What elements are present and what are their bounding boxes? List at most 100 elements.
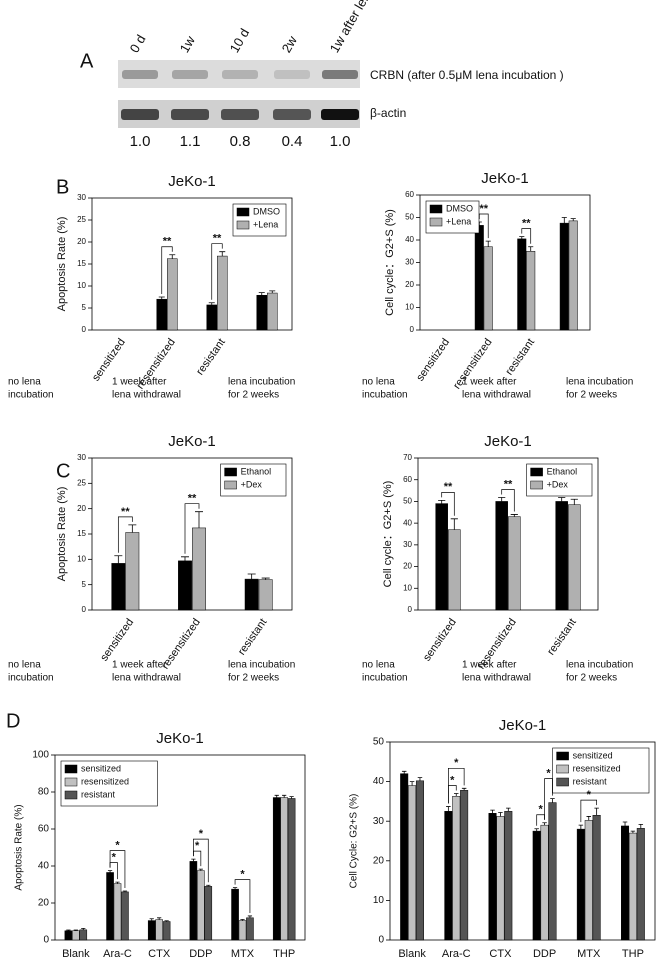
x-tick-label: resensitized	[159, 617, 203, 672]
bar	[517, 238, 527, 331]
significance-bracket	[536, 814, 545, 826]
condition-note: no lena	[362, 377, 395, 388]
y-tick-label: 40	[38, 861, 50, 872]
significance-label: *	[199, 828, 204, 840]
significance-label: *	[195, 840, 200, 852]
condition-note: incubation	[362, 390, 408, 401]
legend-label: Ethanol	[547, 466, 578, 476]
error-bar	[498, 812, 503, 817]
bar	[584, 820, 593, 941]
x-tick-label: CTX	[489, 948, 512, 960]
x-tick-label: Ara-C	[442, 948, 471, 960]
y-tick-label: 40	[403, 518, 412, 527]
bar	[287, 798, 296, 941]
x-tick-label: Ara-C	[103, 948, 132, 960]
panel-label: C	[56, 460, 70, 482]
error-bar	[181, 556, 189, 561]
y-tick-label: 50	[373, 737, 385, 748]
error-bar	[401, 770, 407, 774]
significance-bracket	[184, 503, 200, 554]
bar	[495, 501, 508, 611]
ratio-label: 1.1	[180, 133, 201, 150]
significance-bracket	[521, 228, 532, 244]
error-bar	[542, 822, 547, 826]
significance-label: **	[444, 481, 453, 493]
bar	[272, 797, 281, 941]
lane-label: 2w	[279, 33, 301, 55]
y-tick-label: 100	[32, 750, 49, 761]
error-bar	[586, 816, 592, 821]
bar	[532, 830, 541, 941]
condition-note: lena incubation	[228, 660, 295, 671]
chart-title: JeKo-1	[499, 717, 547, 734]
significance-bracket	[234, 879, 251, 913]
error-bar	[498, 497, 506, 502]
bar	[167, 258, 178, 331]
legend-label: resistant	[81, 789, 116, 799]
ratio-label: 0.8	[230, 133, 251, 150]
legend-swatch	[224, 480, 237, 490]
blot-band	[274, 70, 310, 79]
condition-note: incubation	[8, 390, 54, 401]
x-tick-label: resistant	[503, 337, 537, 378]
error-bar	[219, 251, 226, 257]
blot-band	[221, 109, 259, 120]
y-tick-label: 30	[77, 193, 86, 202]
significance-bracket	[580, 799, 597, 823]
legend-swatch	[429, 204, 443, 214]
error-bar	[510, 514, 518, 517]
bar	[592, 815, 601, 941]
error-bar	[164, 920, 169, 922]
significance-label: **	[121, 506, 130, 518]
chart-title: JeKo-1	[168, 433, 216, 450]
error-bar	[269, 290, 276, 294]
y-tick-label: 40	[373, 776, 385, 787]
bar	[113, 883, 122, 941]
x-tick-label: THP	[273, 948, 295, 960]
y-tick-label: 0	[82, 605, 87, 614]
y-tick-label: 60	[38, 824, 50, 835]
legend-swatch	[556, 751, 569, 761]
error-bar	[258, 292, 265, 296]
bar	[156, 298, 167, 331]
significance-label: *	[546, 768, 551, 780]
significance-label: **	[163, 236, 172, 248]
bar	[204, 886, 213, 941]
condition-note: 1 week after	[112, 660, 167, 671]
legend-label: DMSO	[446, 203, 473, 213]
significance-bracket	[117, 516, 133, 553]
y-tick-label: 5	[82, 303, 87, 312]
legend-swatch	[530, 467, 543, 477]
error-bar	[450, 518, 458, 530]
error-bar	[208, 302, 215, 305]
bar	[111, 563, 126, 611]
y-axis-label: Apoptosis Rate (%)	[56, 217, 68, 312]
y-tick-label: 60	[405, 190, 414, 199]
bar	[238, 920, 247, 941]
error-bar	[73, 929, 78, 931]
y-tick-label: 30	[403, 540, 412, 549]
bar	[435, 503, 448, 611]
legend-label: sensitized	[81, 763, 121, 773]
y-tick-label: 0	[82, 325, 87, 334]
condition-note: for 2 weeks	[566, 673, 617, 684]
bar	[258, 579, 273, 611]
significance-label: **	[213, 233, 222, 245]
blot-band	[273, 109, 311, 120]
y-axis-label: Apoptosis Rate (%)	[56, 487, 68, 582]
legend-swatch	[236, 220, 250, 230]
condition-note: incubation	[8, 673, 54, 684]
y-tick-label: 0	[378, 935, 384, 946]
y-tick-label: 30	[77, 453, 86, 462]
error-bar	[274, 794, 279, 798]
legend-label: +Dex	[241, 479, 263, 489]
bar	[125, 532, 140, 611]
legend-label: +Lena	[253, 219, 278, 229]
bar	[244, 578, 259, 611]
x-tick-label: MTX	[231, 948, 255, 960]
legend-label: sensitized	[573, 750, 613, 760]
error-bar	[115, 881, 120, 884]
panel-label: A	[80, 50, 94, 72]
condition-note: no lena	[8, 660, 41, 671]
